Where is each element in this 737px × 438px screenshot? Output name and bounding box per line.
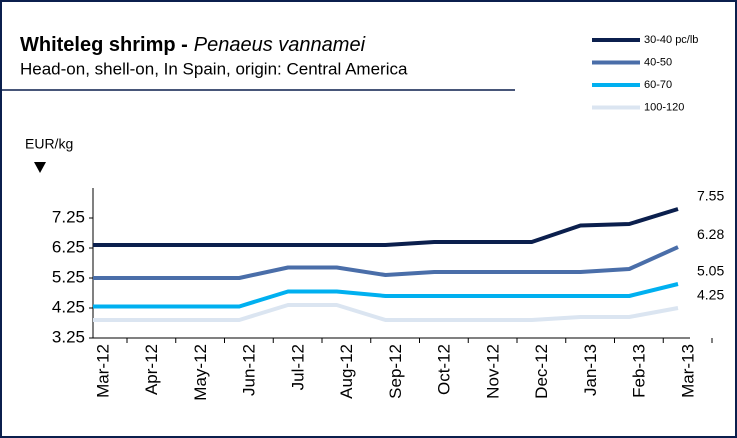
x-tick-label: Mar-13 [678, 344, 697, 398]
x-tick-label: Jun-12 [240, 344, 259, 396]
x-tick-label: Jan-13 [581, 344, 600, 396]
series-line [93, 282, 679, 309]
y-tick-label: 6.25 [52, 237, 85, 256]
title-main: Whiteleg shrimp - [20, 34, 188, 56]
x-tick-label: Sep-12 [386, 344, 405, 399]
legend-label: 60-70 [644, 79, 672, 91]
y-tick-label: 4.25 [52, 297, 85, 316]
legend-label: 30-40 pc/lb [644, 34, 698, 46]
x-tick-label: Nov-12 [483, 344, 502, 399]
series-line [93, 207, 679, 247]
end-value-label: 5.05 [697, 263, 724, 279]
end-value-label: 7.55 [697, 188, 724, 204]
series-line [93, 303, 679, 322]
chart-title: Whiteleg shrimp - Penaeus vannamei [20, 34, 366, 56]
series-line [93, 245, 679, 280]
x-tick-label: Dec-12 [532, 344, 551, 399]
y-tick-label: 7.25 [52, 207, 85, 226]
x-tick-label: Feb-13 [630, 344, 649, 398]
axis-arrow [34, 162, 46, 173]
x-tick-label: Mar-12 [93, 344, 112, 398]
legend-label: 100-120 [644, 101, 684, 113]
x-tick-label: Aug-12 [337, 344, 356, 399]
x-tick-label: Jul-12 [288, 344, 307, 390]
end-value-label: 6.28 [697, 226, 724, 242]
x-tick-label: Apr-12 [142, 344, 161, 395]
y-axis-label: EUR/kg [25, 136, 73, 152]
legend-label: 40-50 [644, 56, 672, 68]
x-tick-label: May-12 [191, 344, 210, 401]
subtitle: Head-on, shell-on, In Spain, origin: Cen… [20, 59, 408, 78]
x-tick-label: Oct-12 [435, 344, 454, 395]
title-species: Penaeus vannamei [194, 34, 366, 56]
end-value-label: 4.25 [697, 287, 724, 303]
y-tick-label: 3.25 [52, 327, 85, 346]
y-tick-label: 5.25 [52, 267, 85, 286]
